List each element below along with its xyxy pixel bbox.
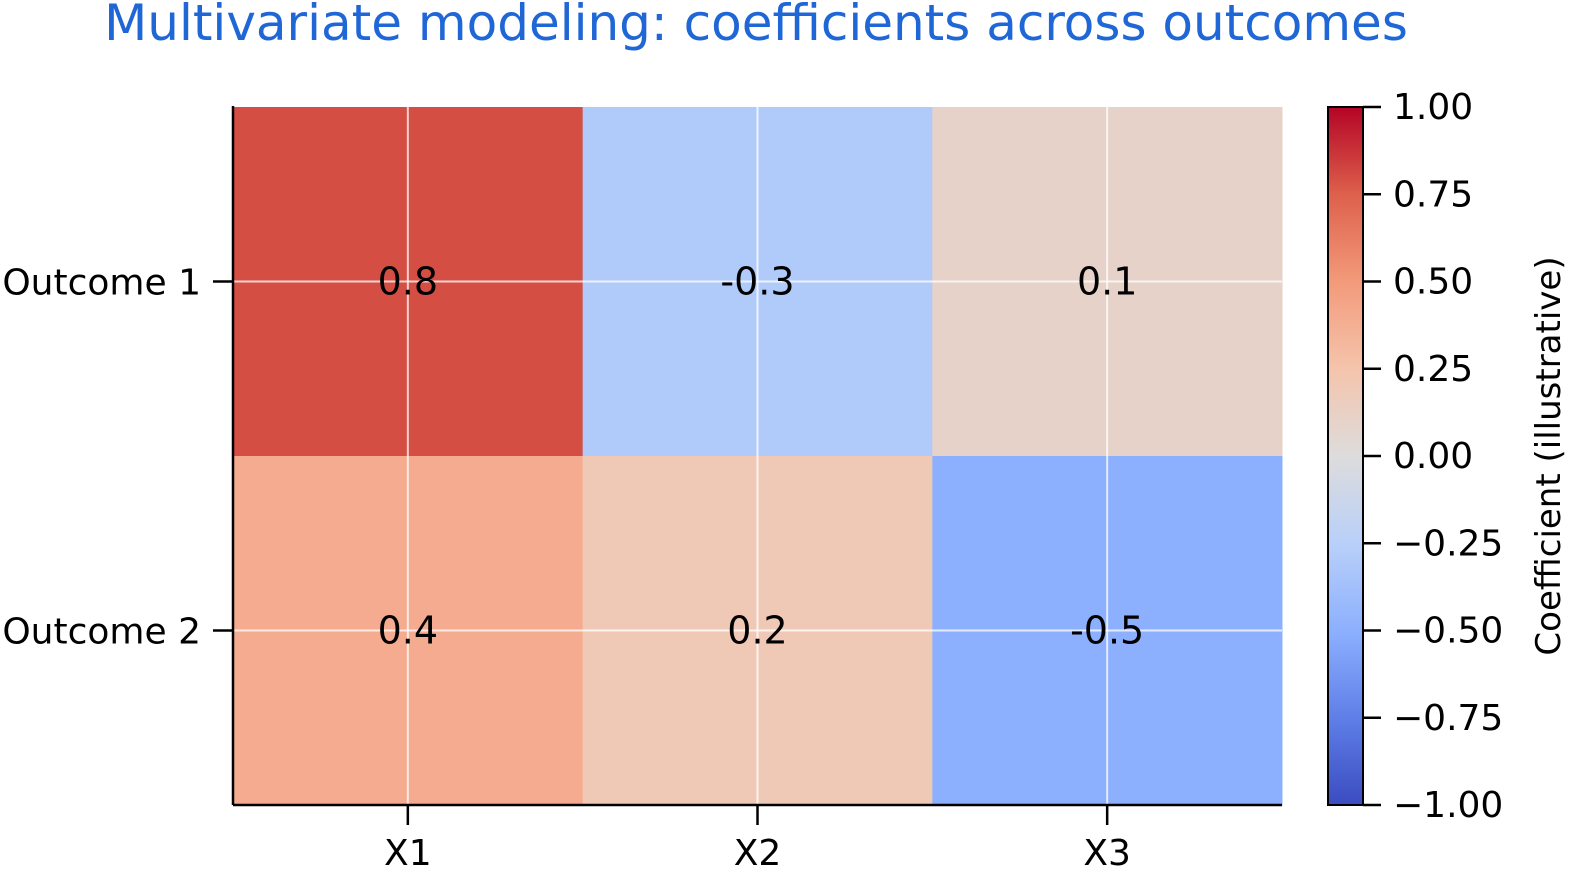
y-tick-label: Outcome 2 <box>2 612 201 653</box>
gridlines <box>233 107 1282 805</box>
colorbar-tick-label: 1.00 <box>1393 87 1473 128</box>
chart-title: Multivariate modeling: coefficients acro… <box>104 0 1408 52</box>
colorbar-gradient <box>1327 106 1364 806</box>
cell-value-label: -0.3 <box>720 260 794 304</box>
cell-value-label: 0.4 <box>378 609 438 653</box>
cell-value-label: 0.2 <box>727 609 787 653</box>
colorbar-tick-label: 0.25 <box>1393 349 1473 390</box>
colorbar-label: Coefficient (illustrative) <box>1529 256 1569 655</box>
colorbar-tick-label: −0.50 <box>1393 611 1503 652</box>
colorbar-tick-label: 0.00 <box>1393 436 1473 477</box>
colorbar-ticks: 1.00 0.75 0.50 0.25 0.00 −0.25 −0.50 −0.75 −1.00 <box>1363 87 1503 826</box>
colorbar-tick-label: −0.25 <box>1393 523 1503 564</box>
x-axis-ticks: X1 X2 X3 <box>384 805 1131 874</box>
cell-value-label: 0.1 <box>1077 260 1137 304</box>
colorbar: 1.00 0.75 0.50 0.25 0.00 −0.25 −0.50 −0.75 −1.00… <box>1327 87 1569 826</box>
x-tick-label: X1 <box>384 833 432 874</box>
y-tick-label: Outcome 1 <box>2 263 201 304</box>
x-tick-label: X2 <box>734 833 782 874</box>
colorbar-tick-label: −0.75 <box>1393 698 1503 739</box>
cell-value-label: 0.8 <box>378 260 438 304</box>
colorbar-tick-label: −1.00 <box>1393 785 1503 826</box>
colorbar-tick-label: 0.50 <box>1393 262 1473 303</box>
x-tick-label: X3 <box>1083 833 1131 874</box>
cell-value-label: -0.5 <box>1070 609 1144 653</box>
y-axis-ticks: Outcome 1 Outcome 2 <box>2 263 233 653</box>
colorbar-tick-label: 0.75 <box>1393 174 1473 215</box>
cell-value-labels: 0.8 -0.3 0.1 0.4 0.2 -0.5 <box>378 260 1145 653</box>
